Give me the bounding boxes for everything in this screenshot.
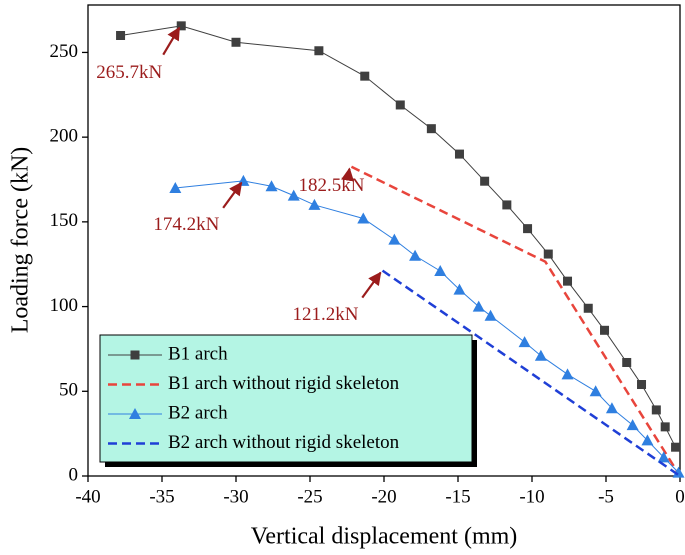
legend-label: B1 arch <box>168 343 228 364</box>
legend-box <box>99 334 473 463</box>
point <box>454 149 464 159</box>
point <box>563 276 573 286</box>
point <box>518 336 531 348</box>
point <box>409 249 422 261</box>
point <box>357 212 370 224</box>
point <box>287 189 300 201</box>
point <box>360 71 370 81</box>
annotation: 121.2kN <box>293 304 359 325</box>
point <box>484 309 497 321</box>
point <box>605 402 618 414</box>
x-tick-label: -35 <box>149 486 174 507</box>
series-line <box>381 269 681 478</box>
point <box>641 434 654 446</box>
point <box>543 249 553 259</box>
y-tick-label: 150 <box>50 210 79 231</box>
legend-label: B2 arch <box>168 402 228 423</box>
point <box>480 176 490 186</box>
x-tick-label: -5 <box>598 486 614 507</box>
point <box>129 408 141 419</box>
annotation-arrow <box>222 181 243 209</box>
point <box>434 264 447 276</box>
point <box>176 21 186 31</box>
point <box>671 442 681 452</box>
x-tick-label: 0 <box>675 486 685 507</box>
annotation: 182.5kN <box>298 175 364 196</box>
point <box>426 124 436 134</box>
point <box>388 233 401 245</box>
annotation-arrow <box>162 26 181 56</box>
point <box>502 200 512 210</box>
point <box>637 380 647 390</box>
point <box>651 405 661 415</box>
point <box>314 46 324 56</box>
point <box>583 303 593 313</box>
point <box>600 325 610 335</box>
series-line <box>350 165 682 477</box>
x-tick-label: -40 <box>75 486 100 507</box>
x-tick-label: -25 <box>297 486 322 507</box>
annotation-arrow <box>361 271 382 299</box>
point <box>308 198 321 210</box>
point <box>453 283 466 295</box>
x-tick-label: -10 <box>519 486 544 507</box>
annotation: 265.7kN <box>96 62 162 83</box>
point <box>265 180 278 192</box>
x-tick-label: -20 <box>371 486 396 507</box>
annotation-arrow <box>341 167 355 182</box>
point <box>622 357 632 367</box>
point <box>534 349 547 361</box>
point <box>672 466 685 478</box>
point <box>657 451 670 463</box>
x-tick-label: -30 <box>223 486 248 507</box>
point <box>589 385 602 397</box>
legend-label: B1 arch without rigid skeleton <box>168 373 400 394</box>
point <box>130 350 140 360</box>
x-axis-label: Vertical displacement (mm) <box>251 524 518 550</box>
point <box>472 300 485 312</box>
y-tick-label: 200 <box>50 126 79 147</box>
point <box>660 422 670 432</box>
annotation: 174.2kN <box>153 214 219 235</box>
point <box>626 419 639 431</box>
legend: B1 arch B1 arch without rigid skeleton B2 … <box>99 334 477 467</box>
point <box>523 224 533 234</box>
y-axis-label: Loading force (kN) <box>8 147 34 334</box>
point <box>116 30 126 40</box>
y-tick-label: 50 <box>59 380 78 401</box>
y-tick-label: 100 <box>50 295 79 316</box>
point <box>395 100 405 110</box>
point <box>231 37 241 47</box>
y-tick-label: 0 <box>69 464 79 485</box>
y-tick-label: 250 <box>50 41 79 62</box>
x-tick-label: -15 <box>445 486 470 507</box>
point <box>561 368 574 380</box>
legend-label: B2 arch without rigid skeleton <box>168 432 400 453</box>
point <box>169 181 182 193</box>
